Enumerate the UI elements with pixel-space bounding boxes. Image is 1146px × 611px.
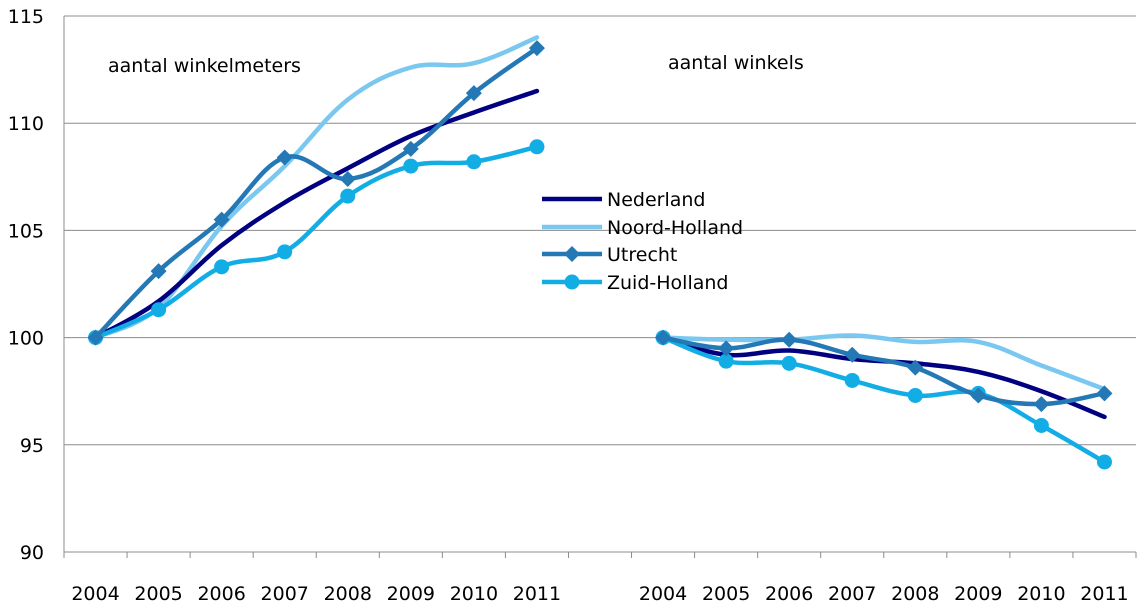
data-point-utrecht-panel-1 — [276, 149, 293, 166]
x-tick-label: 2007 — [261, 583, 309, 605]
x-tick-label: 2009 — [387, 583, 435, 605]
x-tick-label: 2006 — [765, 583, 813, 605]
data-point-utrecht-panel-2 — [1033, 396, 1050, 413]
data-point-zuid-holland-panel-2 — [1096, 454, 1112, 470]
x-tick-label: 2007 — [828, 583, 876, 605]
x-tick-label: 2011 — [513, 583, 561, 605]
data-point-utrecht-panel-2 — [781, 331, 798, 348]
data-point-utrecht-panel-2 — [907, 359, 924, 376]
x-tick-label: 2005 — [134, 583, 182, 605]
series-layer — [87, 35, 1113, 470]
x-tick-label: 2004 — [71, 583, 119, 605]
y-tick-label: 110 — [8, 113, 44, 135]
series-line-nederland-panel-1 — [93, 88, 540, 340]
data-point-zuid-holland-panel-1 — [277, 244, 293, 260]
y-tick-label: 90 — [20, 542, 44, 564]
x-tick-label: 2009 — [954, 583, 1002, 605]
data-point-utrecht-panel-2 — [970, 387, 987, 404]
panel-label-1: aantal winkelmeters — [108, 55, 301, 77]
axis-layer: 90 95 100 105 110 115 2004 2005 2006 2007 2008 2009… — [8, 6, 1137, 605]
y-tick-label: 100 — [8, 328, 44, 350]
x-tick-label: 2010 — [1017, 583, 1065, 605]
legend-label-noord-holland: Noord-Holland — [607, 217, 743, 239]
legend-marker-utrecht — [564, 246, 580, 262]
y-tick-label: 105 — [8, 220, 44, 242]
legend: Nederland Noord-Holland Utrecht Zuid-Hollan… — [542, 189, 743, 294]
data-point-utrecht-panel-1 — [465, 85, 482, 102]
series-line-utrecht-panel-1 — [93, 45, 540, 340]
x-tick-label: 2010 — [450, 583, 498, 605]
panel-label-2: aantal winkels — [668, 52, 804, 74]
y-tick-label: 95 — [20, 435, 44, 457]
data-point-utrecht-panel-2 — [844, 346, 861, 363]
data-point-utrecht-panel-1 — [87, 329, 104, 346]
legend-label-nederland: Nederland — [607, 189, 706, 211]
legend-marker-zuid-holland — [564, 274, 580, 290]
data-point-zuid-holland-panel-1 — [151, 302, 167, 318]
series-line-noord-holland-panel-1 — [93, 35, 540, 340]
data-point-zuid-holland-panel-1 — [340, 188, 356, 204]
data-point-utrecht-panel-1 — [528, 40, 545, 57]
legend-label-utrecht: Utrecht — [607, 244, 677, 266]
data-point-utrecht-panel-2 — [655, 329, 672, 346]
data-point-zuid-holland-panel-1 — [403, 158, 419, 174]
label-layer: aantal winkelmeters aantal winkels — [108, 52, 804, 77]
legend-label-zuid-holland: Zuid-Holland — [607, 272, 728, 294]
data-point-utrecht-panel-1 — [150, 263, 167, 280]
x-tick-label: 2006 — [197, 583, 245, 605]
x-tick-label: 2008 — [891, 583, 939, 605]
data-point-utrecht-panel-1 — [402, 140, 419, 157]
series-line-noord-holland-panel-2 — [660, 333, 1107, 392]
data-point-zuid-holland-panel-2 — [907, 387, 923, 403]
data-point-utrecht-panel-1 — [213, 211, 230, 228]
data-point-zuid-holland-panel-1 — [529, 139, 545, 155]
x-tick-label: 2005 — [702, 583, 750, 605]
data-point-zuid-holland-panel-1 — [214, 259, 230, 275]
data-point-zuid-holland-panel-2 — [1033, 418, 1049, 434]
data-point-utrecht-panel-1 — [339, 170, 356, 187]
data-point-zuid-holland-panel-2 — [781, 355, 797, 371]
data-point-zuid-holland-panel-2 — [718, 353, 734, 369]
x-tick-label: 2004 — [639, 583, 687, 605]
x-tick-label: 2011 — [1080, 583, 1128, 605]
y-tick-label: 115 — [8, 6, 44, 28]
data-point-utrecht-panel-2 — [718, 340, 735, 357]
data-point-utrecht-panel-2 — [1096, 385, 1113, 402]
data-point-zuid-holland-panel-1 — [466, 154, 482, 170]
grid-layer — [64, 15, 1136, 446]
x-tick-label: 2008 — [324, 583, 372, 605]
data-point-zuid-holland-panel-2 — [844, 372, 860, 388]
